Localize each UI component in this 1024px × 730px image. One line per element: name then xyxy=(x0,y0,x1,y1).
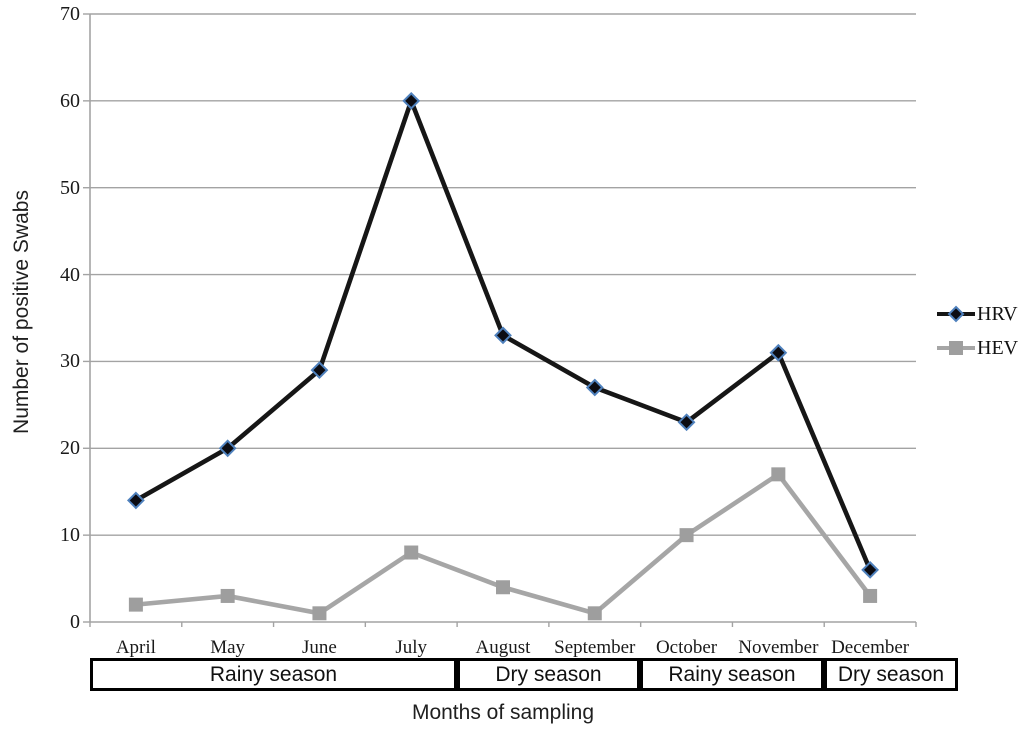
season-band-rainy-season: Rainy season xyxy=(640,658,824,691)
y-tick-label: 40 xyxy=(60,263,80,286)
y-tick-label: 20 xyxy=(60,437,80,460)
legend-label-hev: HEV xyxy=(977,336,1019,359)
x-tick-label: December xyxy=(831,637,910,658)
hrv-line-marker-icon xyxy=(937,305,975,323)
y-tick-label: 10 xyxy=(60,524,80,547)
x-tick-label: September xyxy=(554,637,636,658)
y-tick-label: 30 xyxy=(60,350,80,373)
x-tick-label: November xyxy=(738,637,819,658)
y-tick-label: 70 xyxy=(60,3,80,25)
legend-label-hrv: HRV xyxy=(977,302,1018,325)
x-axis-title: Months of sampling xyxy=(411,701,595,724)
hev-line-marker-icon xyxy=(937,341,975,355)
x-tick-label: May xyxy=(210,637,246,658)
x-tick-label: June xyxy=(302,637,337,658)
x-tick-label: July xyxy=(395,637,428,658)
legend-item-hev: HEV xyxy=(936,337,1018,359)
legend: HRV HEV xyxy=(936,303,1018,371)
season-band-rainy-season: Rainy season xyxy=(90,658,457,691)
season-band-dry-season: Dry season xyxy=(824,658,958,691)
legend-item-hrv: HRV xyxy=(936,303,1018,325)
y-tick-label: 60 xyxy=(60,89,80,112)
x-tick-label: October xyxy=(655,637,718,658)
x-tick-label: April xyxy=(115,637,156,658)
y-tick-label: 50 xyxy=(60,176,80,199)
season-band-dry-season: Dry season xyxy=(457,658,640,691)
y-axis-title: Number of positive Swabs xyxy=(10,190,33,434)
y-tick-label: 0 xyxy=(70,611,80,633)
x-tick-label: August xyxy=(475,637,531,658)
